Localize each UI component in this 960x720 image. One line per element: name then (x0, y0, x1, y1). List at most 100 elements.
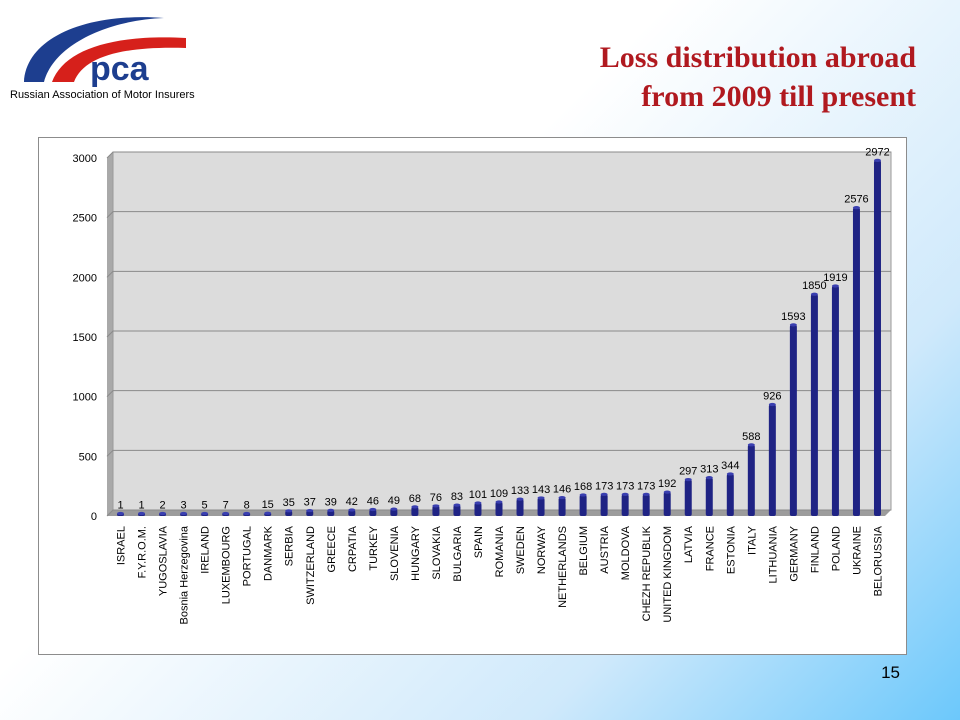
bar (600, 494, 608, 516)
category-label: BELORUSSIA (872, 525, 884, 596)
bar (810, 294, 818, 516)
y-tick-label: 500 (79, 451, 97, 463)
bar-top (201, 511, 209, 516)
y-gridline (106, 151, 891, 159)
organization-name: Russian Association of Motor Insurers (10, 89, 195, 101)
bar-top (789, 323, 797, 327)
value-label: 109 (490, 488, 508, 500)
bar (831, 285, 839, 516)
category-label: IRELAND (200, 526, 212, 574)
bar (642, 494, 650, 516)
value-label: 42 (346, 496, 358, 508)
category-label: FINLAND (809, 526, 821, 573)
chart-frame: 0 500 1000 1500 2000 2500 3000 1 1 2 3 5 7 8 15 35 37 39 4… (38, 137, 907, 655)
bar (327, 510, 335, 516)
bar (852, 207, 860, 516)
y-gridline (106, 270, 891, 278)
bar-top (306, 508, 314, 513)
bar-top (516, 497, 524, 501)
category-label: LUXEMBOURG (221, 526, 233, 604)
bar (348, 509, 356, 516)
value-label: 2972 (865, 146, 889, 158)
bar-top (453, 503, 461, 507)
bar-top (663, 490, 671, 494)
value-label: 173 (595, 480, 613, 492)
bar (432, 505, 440, 516)
bar (621, 494, 629, 516)
category-label: YUGOSLAVIA (158, 525, 170, 596)
bar-top (138, 511, 146, 516)
value-label: 588 (742, 431, 760, 443)
bar (768, 404, 776, 516)
category-label: CRPATIA (347, 525, 359, 572)
y-gridline (106, 390, 891, 398)
logo-wordmark: pca (90, 50, 150, 88)
y-tick-label: 0 (91, 511, 97, 523)
bar (663, 492, 671, 516)
bar (369, 509, 377, 516)
category-label: F.Y.R.O.M. (137, 526, 149, 578)
value-label: 7 (223, 500, 229, 512)
category-label: LITHUANIA (767, 525, 779, 583)
y-tick-label: 2000 (73, 272, 97, 284)
value-label: 143 (532, 484, 550, 496)
bar (558, 497, 566, 516)
category-label: ROMANIA (494, 525, 506, 577)
value-label: 83 (451, 491, 463, 503)
category-label: FRANCE (704, 526, 716, 571)
y-gridline (106, 509, 891, 517)
bar-top (558, 495, 566, 500)
category-label: AUSTRIA (599, 525, 611, 573)
category-label: UKRAINE (851, 526, 863, 575)
category-label: SWITZERLAND (305, 526, 317, 605)
bar-top (222, 511, 230, 516)
value-label: 76 (430, 492, 442, 504)
value-label: 39 (325, 496, 337, 508)
logo-red-swoosh (52, 37, 186, 82)
value-label: 192 (658, 478, 676, 490)
bar (390, 509, 398, 516)
page-number: 15 (881, 663, 900, 682)
bar (747, 444, 755, 516)
category-label: BELGIUM (578, 526, 590, 576)
bar (411, 506, 419, 516)
y-tick-label: 2500 (73, 213, 97, 225)
value-label: 37 (304, 497, 316, 509)
bar (579, 494, 587, 516)
category-label: ITALY (746, 525, 758, 555)
bar-top (369, 507, 377, 512)
value-label: 3 (181, 500, 187, 512)
page-title: Loss distribution abroad from 2009 till … (600, 38, 916, 116)
category-label: MOLDOVA (620, 525, 632, 580)
value-label: 46 (367, 496, 379, 508)
category-label: Bosnia Herzegovina (179, 525, 191, 624)
y-gridline (106, 211, 891, 219)
category-label: DANMARK (263, 525, 275, 581)
value-label: 173 (616, 480, 634, 492)
value-label: 35 (283, 497, 295, 509)
bar (474, 502, 482, 516)
bar-top (768, 402, 776, 407)
bar-top (852, 205, 860, 210)
bar-top (390, 507, 398, 511)
value-label: 2576 (844, 194, 868, 206)
y-tick-label: 1500 (73, 332, 97, 344)
bar-top (432, 504, 440, 508)
value-label: 1593 (781, 311, 805, 323)
pca-logo: pca (24, 17, 186, 88)
bar (495, 501, 503, 516)
bar-top (810, 292, 818, 296)
category-label: SLOVAKIA (431, 525, 443, 579)
bar (789, 324, 797, 516)
value-label: 168 (574, 481, 592, 493)
bar (537, 497, 545, 516)
value-label: 146 (553, 484, 571, 496)
logo-blue-swoosh (24, 17, 164, 82)
bar-top (348, 508, 356, 512)
bar-top (600, 492, 608, 496)
category-label: CHEZH REPUBLIK (641, 525, 653, 621)
bar-top (495, 500, 503, 504)
category-label: GREECE (326, 526, 338, 572)
category-label: SWEDEN (515, 526, 527, 574)
